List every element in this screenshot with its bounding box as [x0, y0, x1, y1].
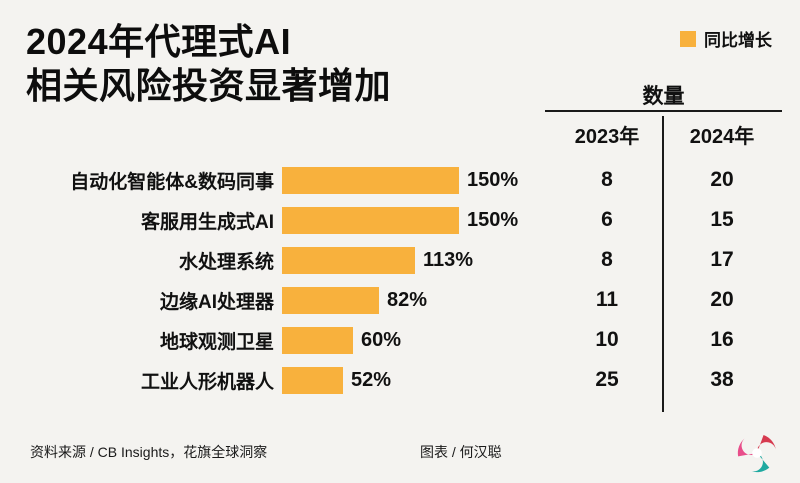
value-2024: 20: [710, 168, 734, 191]
category-label: 工业人形机器人: [140, 371, 274, 393]
col-header-2024: 2024年: [689, 126, 755, 148]
category-label: 边缘AI处理器: [159, 291, 274, 313]
value-2023: 8: [601, 168, 613, 191]
table-header-quantity: 数量: [642, 85, 685, 108]
growth-value: 150%: [467, 208, 519, 231]
table-column-headers: 2023年 2024年: [552, 120, 782, 150]
category-label: 客服用生成式AI: [140, 211, 274, 233]
value-2024: 20: [710, 288, 734, 311]
bar-area: 52%: [282, 366, 552, 394]
bar-area: 82%: [282, 286, 552, 314]
category-label: 地球观测卫星: [159, 331, 274, 353]
growth-bar: [282, 366, 343, 394]
growth-bar: [282, 246, 415, 274]
chart-rows: 自动化智能体&数码同事 150% 8 20 客服用生成式AI 150% 6 15…: [12, 160, 788, 400]
value-2023: 6: [601, 208, 613, 231]
growth-bar: [282, 326, 353, 354]
growth-bar: [282, 166, 459, 194]
table-header-rule: [545, 110, 782, 112]
growth-bar: [282, 206, 459, 234]
chart-row: 客服用生成式AI 150% 6 15: [12, 200, 788, 240]
chart-row: 地球观测卫星 60% 10 16: [12, 320, 788, 360]
growth-value: 150%: [467, 168, 519, 191]
chart-title-line1: 2024年代理式AI: [26, 21, 292, 62]
value-2024: 16: [710, 328, 734, 351]
chart-row: 水处理系统 113% 8 17: [12, 240, 788, 280]
chart-title-line2: 相关风险投资显著增加: [26, 64, 392, 106]
value-2023: 8: [601, 248, 613, 271]
category-label: 自动化智能体&数码同事: [70, 171, 274, 193]
legend-swatch-icon: [680, 30, 696, 47]
value-2024: 17: [710, 248, 734, 271]
growth-value: 82%: [387, 288, 428, 311]
value-2023: 10: [595, 328, 619, 351]
chart-row: 工业人形机器人 52% 25 38: [12, 360, 788, 400]
bar-area: 150%: [282, 206, 552, 234]
publisher-logo-icon: [737, 434, 776, 473]
source-credit: 资料来源 / CB Insights，花旗全球洞察: [30, 444, 268, 460]
value-2023: 11: [595, 288, 619, 311]
chart-credit: 图表 / 何汉聪: [420, 444, 502, 460]
column-divider: [662, 116, 664, 412]
growth-value: 52%: [351, 368, 392, 391]
bar-area: 60%: [282, 326, 552, 354]
chart-title: 2024年代理式AI 相关风险投资显著增加: [26, 20, 391, 108]
legend-label: 同比增长: [704, 31, 772, 50]
growth-value: 113%: [423, 248, 474, 271]
growth-value: 60%: [361, 328, 402, 351]
chart-row: 边缘AI处理器 82% 11 20: [12, 280, 788, 320]
category-label: 水处理系统: [178, 251, 274, 273]
value-2024: 38: [710, 368, 734, 391]
col-header-2023: 2023年: [574, 126, 640, 148]
value-2024: 15: [710, 208, 734, 231]
growth-bar: [282, 286, 379, 314]
legend: 同比增长: [680, 26, 772, 51]
bar-area: 150%: [282, 166, 552, 194]
bar-area: 113%: [282, 246, 552, 274]
chart-row: 自动化智能体&数码同事 150% 8 20: [12, 160, 788, 200]
value-2023: 25: [595, 368, 619, 391]
